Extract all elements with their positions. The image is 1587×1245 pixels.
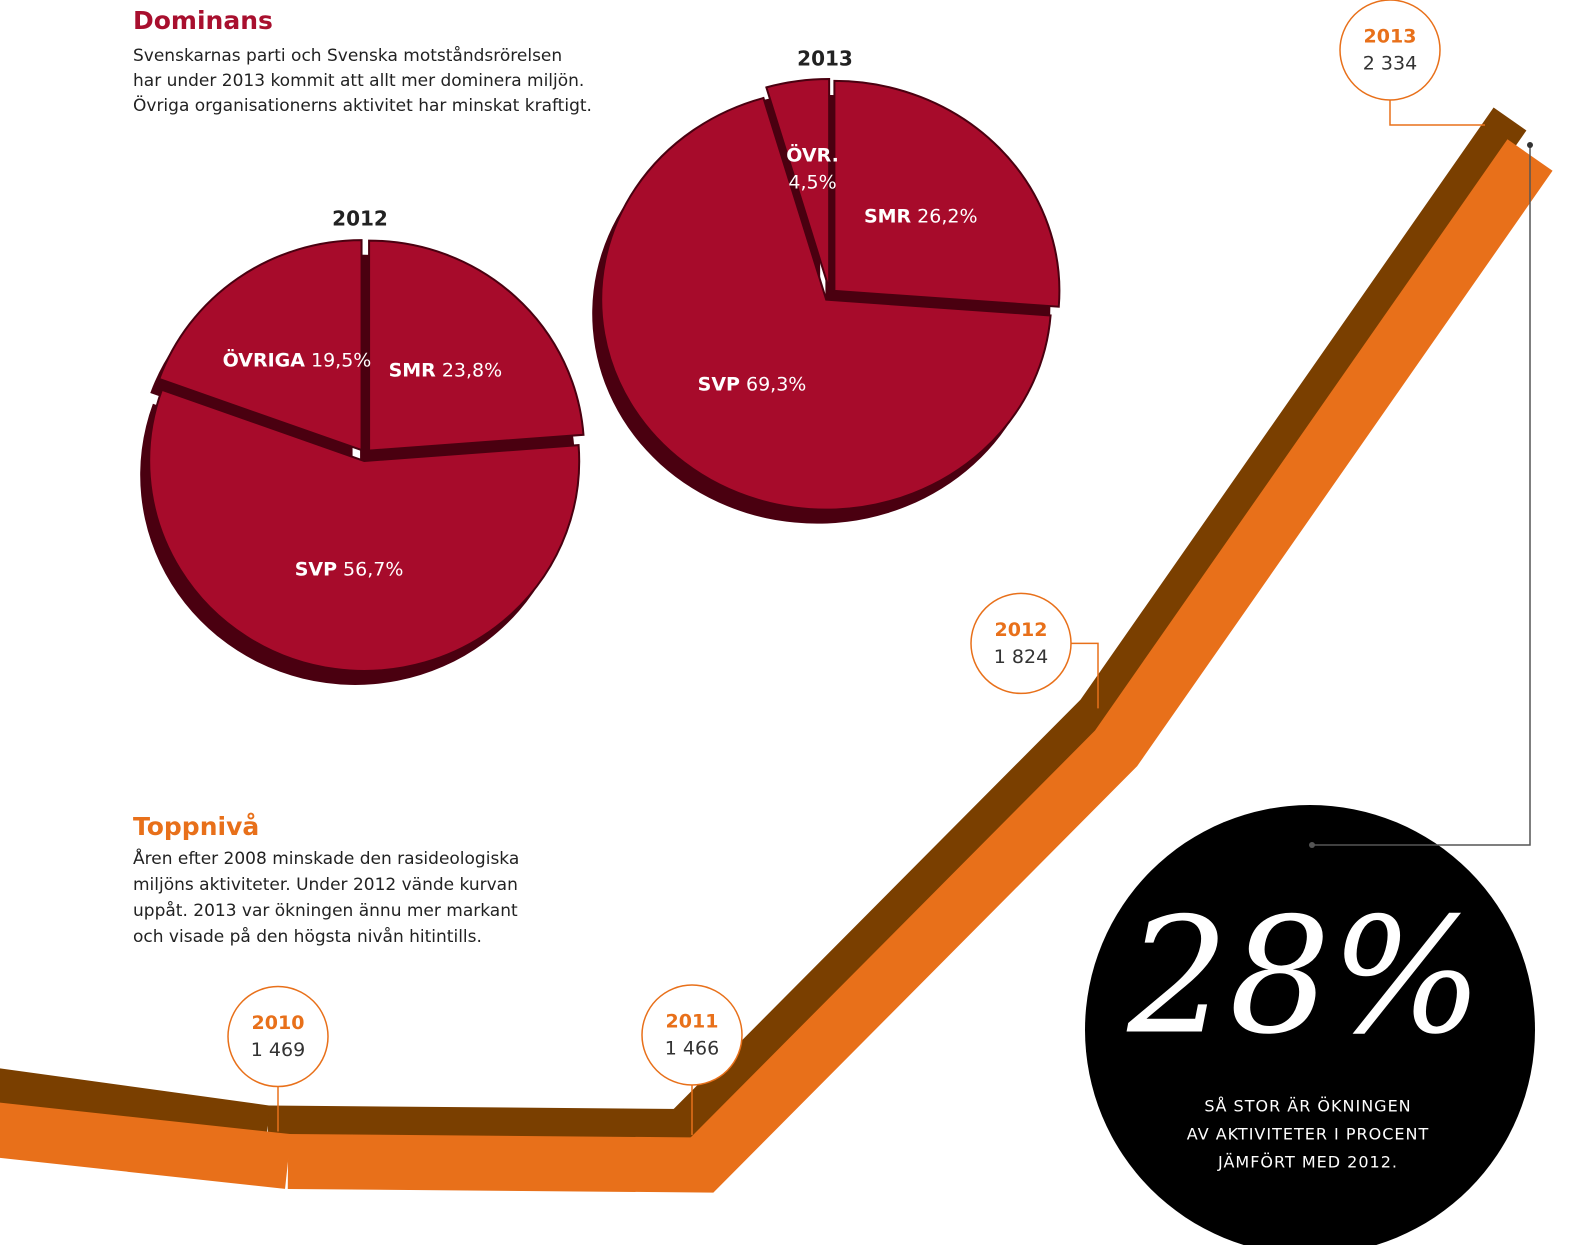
slice-name: ÖVRIGA — [223, 347, 306, 371]
callout-year: 2013 — [1364, 26, 1417, 48]
slice-name: ÖVR. — [786, 142, 839, 166]
callout-year: 2011 — [666, 1011, 719, 1033]
leader-line — [1312, 145, 1531, 846]
callout-number: 28% — [1126, 883, 1483, 1070]
data-line — [287, 139, 1553, 1193]
callout-connector — [1071, 642, 1099, 709]
pie-slice — [157, 239, 363, 452]
pie-title: 2013 — [797, 47, 853, 71]
slice-value: 26,2% — [917, 205, 977, 227]
leader-dot — [1309, 842, 1315, 848]
callout-value: 1 466 — [665, 1038, 719, 1060]
callout-line: JÄMFÖRT MED 2012. — [1217, 1153, 1398, 1172]
slice-name: SVP — [295, 558, 337, 580]
slice-name: SVP — [698, 373, 740, 395]
callout-value: 1 824 — [994, 646, 1048, 668]
pie-slice — [833, 79, 1061, 308]
slice-value: 4,5% — [788, 171, 836, 193]
callout-value: 2 334 — [1363, 53, 1417, 75]
charts: 2010 1 469 2011 1 466 2012 1 824 2013 2 334 2012… — [0, 0, 1553, 1193]
line-lead-shadow — [0, 1068, 271, 1146]
slice-value: 23,8% — [442, 359, 502, 381]
slice-label: SMR 23,8% — [389, 359, 503, 381]
paragraph-line: Svenskarnas parti och Svenska motståndsr… — [133, 45, 562, 66]
line-lead — [0, 1102, 291, 1189]
paragraph-line: miljöns aktiviteter. Under 2012 vände ku… — [133, 875, 518, 895]
slice-label: 4,5% — [788, 171, 836, 193]
slice-label: SVP 69,3% — [698, 373, 807, 395]
callout-bubble — [1339, 0, 1441, 101]
paragraph-line: uppåt. 2013 var ökningen ännu mer markan… — [133, 900, 518, 921]
callout-bubble — [227, 985, 329, 1088]
slice-value: 19,5% — [311, 349, 371, 371]
slice-name: SMR — [864, 205, 912, 227]
slice-value: 69,3% — [746, 373, 806, 395]
pie-slice — [368, 239, 585, 452]
pie-slice — [600, 96, 1052, 511]
section-title: Dominans — [133, 6, 273, 35]
paragraph-line: och visade på den högsta nivån hitintill… — [133, 926, 482, 947]
slice-value: 56,7% — [343, 558, 403, 580]
paragraph-line: Övriga organisationerns aktivitet har mi… — [133, 94, 592, 116]
callout-bubble — [970, 592, 1072, 695]
callout-year: 2010 — [252, 1012, 305, 1034]
line-shadow — [267, 107, 1527, 1150]
callout-connector — [1389, 100, 1485, 126]
slice-label: ÖVRIGA 19,5% — [223, 347, 372, 371]
section-title: Toppnivå — [133, 812, 259, 841]
callout-bubble — [641, 984, 743, 1086]
callout-line: AV AKTIVITETER I PROCENT — [1187, 1125, 1429, 1144]
callout-year: 2012 — [995, 619, 1048, 641]
slice-name: SMR — [389, 359, 437, 381]
slice-label: SMR 26,2% — [864, 205, 978, 227]
callout-circle — [1085, 805, 1535, 1245]
callout-value: 1 469 — [251, 1039, 305, 1061]
paragraph-line: har under 2013 kommit att allt mer domin… — [133, 71, 584, 91]
paragraph-line: Åren efter 2008 minskade den rasideologi… — [133, 847, 519, 869]
slice-label: ÖVR. — [786, 142, 839, 166]
callout-line: SÅ STOR ÄR ÖKNINGEN — [1204, 1097, 1411, 1116]
pie-slice — [148, 388, 581, 672]
pie-slice — [765, 78, 831, 290]
leader-dot — [1527, 142, 1533, 148]
slice-label: SVP 56,7% — [295, 558, 404, 580]
pie-title: 2012 — [332, 207, 388, 231]
